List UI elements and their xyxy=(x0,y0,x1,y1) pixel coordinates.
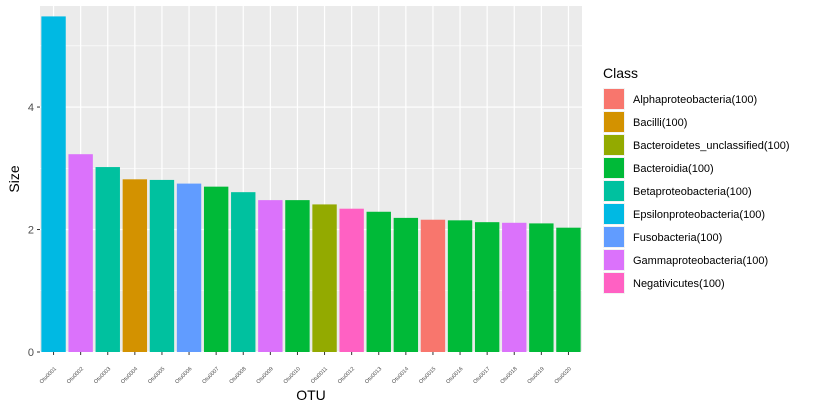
x-tick-label: Otu0013 xyxy=(364,366,383,385)
legend-swatch xyxy=(604,89,624,109)
x-tick-label: Otu0020 xyxy=(554,366,573,385)
y-axis-title: Size xyxy=(6,165,22,192)
bar-otu0019 xyxy=(529,223,554,352)
legend-label: Betaproteobacteria(100) xyxy=(633,186,752,198)
bar-otu0011 xyxy=(312,204,337,352)
x-tick-label: Otu0011 xyxy=(310,366,329,385)
bar-otu0007 xyxy=(203,186,229,352)
x-tick-label: Otu0005 xyxy=(147,366,166,385)
x-tick-label: Otu0012 xyxy=(337,366,356,385)
bar-otu0017 xyxy=(474,222,500,352)
legend-label: Gammaproteobacteria(100) xyxy=(633,255,768,267)
bar-otu0020 xyxy=(556,227,581,352)
legend-label: Bacteroidetes_unclassified(100) xyxy=(633,140,790,152)
bar-otu0009 xyxy=(258,200,283,352)
x-tick-label: Otu0006 xyxy=(174,366,193,385)
legend-swatch xyxy=(604,158,624,178)
bar-otu0001 xyxy=(41,16,66,353)
bar-otu0006 xyxy=(176,183,202,352)
x-axis-title: OTU xyxy=(296,387,326,403)
x-tick-label: Otu0008 xyxy=(228,366,247,385)
bar-otu0018 xyxy=(502,222,527,352)
x-tick-label: Otu0003 xyxy=(93,366,112,385)
legend-swatch xyxy=(604,181,624,201)
x-tick-label: Otu0009 xyxy=(256,366,275,385)
legend: Class Alphaproteobacteria(100) Bacilli(10… xyxy=(603,65,790,294)
x-tick-label: Otu0015 xyxy=(418,366,437,385)
legend-title: Class xyxy=(603,65,638,81)
bar-otu0008 xyxy=(231,192,256,352)
legend-swatch xyxy=(604,273,624,293)
x-axis: Otu0001 Otu0002 Otu0003 Otu0004 Otu0005 Otu00… xyxy=(39,352,573,385)
bar-otu0002 xyxy=(68,154,93,352)
legend-label: Fusobacteria(100) xyxy=(633,232,722,244)
bar-otu0012 xyxy=(339,208,364,352)
x-tick-label: Otu0016 xyxy=(445,366,464,385)
bar-otu0013 xyxy=(366,211,391,352)
x-tick-label: Otu0019 xyxy=(527,366,546,385)
legend-swatch xyxy=(604,250,624,270)
bar-otu0015 xyxy=(420,219,446,352)
legend-label: Bacilli(100) xyxy=(633,117,687,129)
legend-swatch xyxy=(604,135,624,155)
x-tick-label: Otu0017 xyxy=(472,366,491,385)
bar-otu0003 xyxy=(95,167,120,352)
bar-otu0005 xyxy=(149,179,175,352)
bar-otu0004 xyxy=(122,179,148,352)
x-tick-label: Otu0010 xyxy=(283,366,302,385)
bar-otu0014 xyxy=(393,217,419,352)
x-tick-label: Otu0002 xyxy=(66,366,85,385)
legend-swatch xyxy=(604,227,624,247)
y-tick-label: 2 xyxy=(28,225,34,237)
x-tick-label: Otu0001 xyxy=(39,366,58,385)
x-tick-label: Otu0004 xyxy=(120,366,139,385)
legend-label: Bacteroidia(100) xyxy=(633,163,714,175)
x-tick-label: Otu0018 xyxy=(499,366,518,385)
legend-label: Epsilonproteobacteria(100) xyxy=(633,209,765,221)
legend-swatch xyxy=(604,112,624,132)
bars xyxy=(41,16,581,353)
legend-swatch xyxy=(604,204,624,224)
plot-panel xyxy=(40,6,582,352)
legend-label: Alphaproteobacteria(100) xyxy=(633,94,757,106)
bar-otu0010 xyxy=(285,200,310,352)
bar-otu0016 xyxy=(447,220,473,352)
x-tick-label: Otu0014 xyxy=(391,366,410,385)
y-tick-label: 0 xyxy=(28,347,34,359)
legend-label: Negativicutes(100) xyxy=(633,278,725,290)
y-axis: 0 2 4 xyxy=(28,102,40,359)
x-tick-label: Otu0007 xyxy=(201,366,220,385)
y-tick-label: 4 xyxy=(28,102,34,114)
